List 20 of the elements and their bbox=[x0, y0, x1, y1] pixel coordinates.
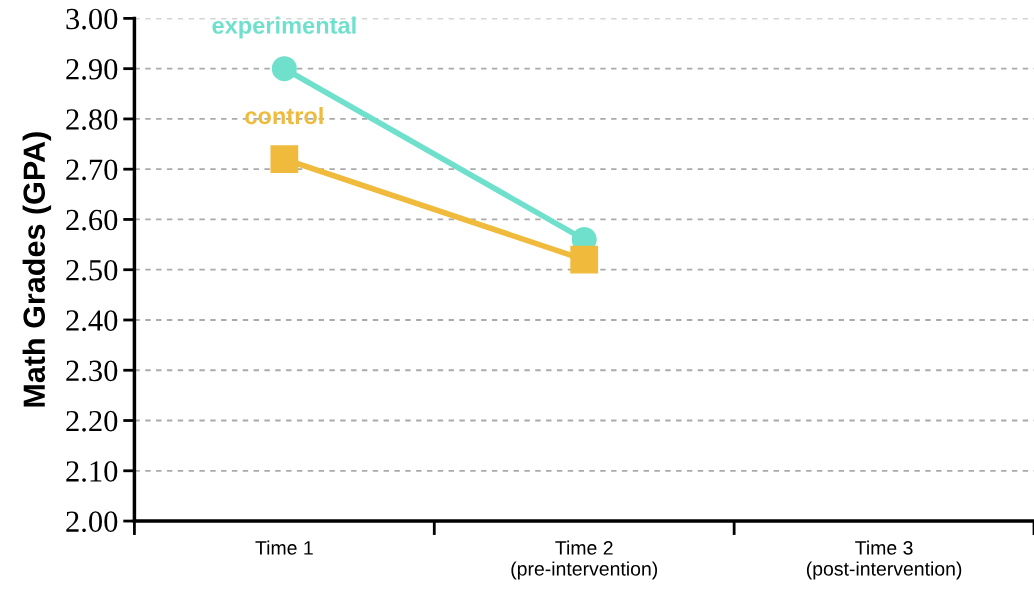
point bbox=[271, 56, 297, 82]
y-tick-label: 2.60 bbox=[66, 209, 118, 231]
y-tick-label: 2.10 bbox=[66, 461, 118, 482]
y-tick-label: 2.50 bbox=[66, 260, 118, 281]
series-label: experimental bbox=[212, 16, 356, 39]
y-tick-label: 3.00 bbox=[66, 8, 118, 30]
x-tick-label: Time 1 bbox=[255, 540, 313, 555]
x-tick-label: Time 2 (pre-intervention) bbox=[511, 540, 658, 580]
y-tick-label: 2.90 bbox=[66, 58, 118, 80]
y-tick-label: 2.20 bbox=[66, 410, 118, 432]
y-tick-label: 2.40 bbox=[66, 310, 118, 332]
y-tick-label: 2.80 bbox=[66, 109, 118, 130]
point bbox=[270, 145, 299, 174]
y-axis-title: Math Grades (GPA) bbox=[22, 132, 52, 407]
series-label: control bbox=[245, 106, 323, 125]
point bbox=[570, 245, 599, 274]
y-tick-label: 2.30 bbox=[66, 360, 118, 382]
y-tick-label: 2.00 bbox=[66, 511, 118, 533]
x-tick-label: Time 3 (post-intervention) bbox=[806, 540, 962, 580]
y-tick-label: 2.70 bbox=[66, 159, 118, 181]
